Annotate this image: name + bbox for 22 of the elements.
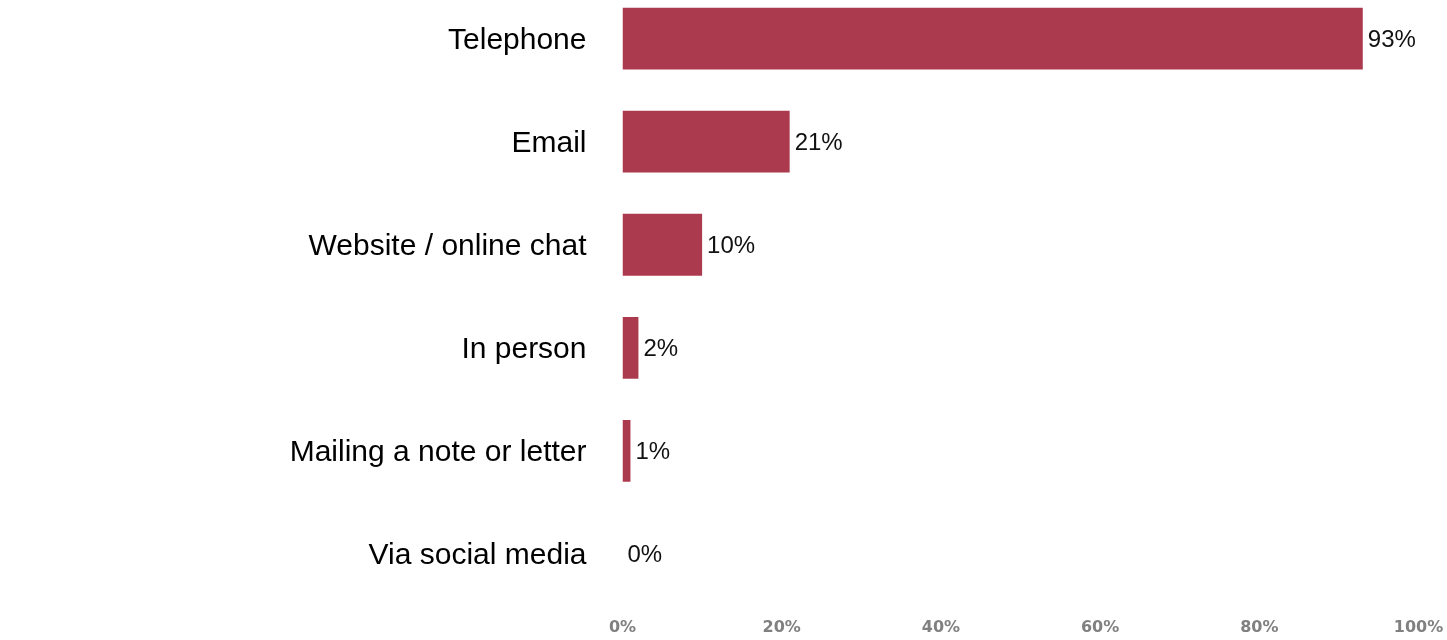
x-tick-label: 0% [608, 616, 637, 636]
data-label: 10% [707, 231, 756, 259]
data-label: 2% [643, 334, 679, 362]
bar [622, 110, 790, 173]
x-tick-label: 20% [762, 616, 801, 636]
bar [622, 213, 703, 276]
x-tick-label: 40% [921, 616, 961, 636]
y-tick-label: Telephone [448, 22, 587, 56]
y-tick-label: Mailing a note or letter [289, 434, 587, 468]
y-tick-label: Via social media [368, 537, 587, 571]
data-label: 21% [794, 128, 843, 156]
y-tick-label: Website / online chat [308, 228, 588, 262]
data-label: 1% [635, 437, 671, 465]
y-tick-label: Email [511, 125, 587, 159]
x-tick-label: 60% [1080, 616, 1120, 636]
x-tick-label: 100% [1393, 616, 1444, 636]
bar [622, 7, 1363, 70]
x-tick-label: 80% [1240, 616, 1279, 636]
data-label: 93% [1367, 25, 1416, 53]
data-label: 0% [627, 540, 663, 568]
y-tick-label: In person [461, 331, 587, 365]
bar [622, 316, 639, 379]
